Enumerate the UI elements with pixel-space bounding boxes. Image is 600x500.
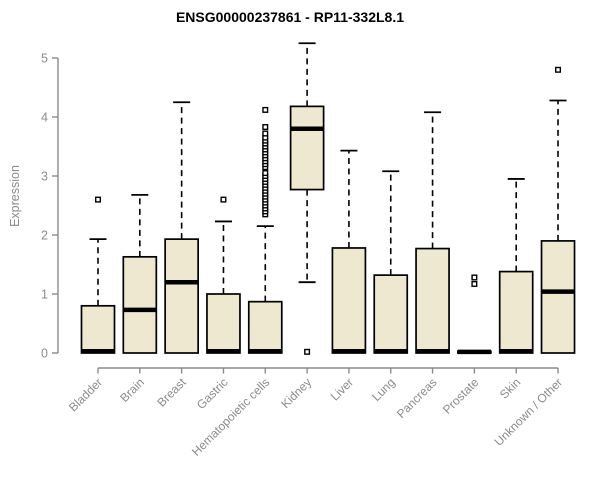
boxplot-kidney (289, 42, 325, 355)
boxplot-gastric (206, 196, 241, 354)
box (206, 293, 241, 354)
box (373, 274, 409, 354)
y-tick-label: 0 (41, 346, 48, 360)
x-tick-label: Kidney (278, 375, 314, 411)
x-tick-label: Pancreas (394, 375, 440, 421)
boxplot-skin (498, 178, 534, 354)
box (80, 304, 116, 354)
y-tick-label: 4 (41, 110, 48, 124)
outlier-point (471, 274, 478, 281)
x-tick-label: Liver (328, 375, 356, 403)
box (498, 270, 534, 354)
outlier-point (471, 280, 478, 287)
x-tick-label: Hematopoietic cells (189, 375, 272, 458)
x-tick-label: Prostate (440, 375, 482, 417)
boxplot-breast (164, 101, 199, 354)
box (540, 240, 576, 354)
boxplot-liver (331, 149, 367, 354)
x-tick-label: Gastric (194, 375, 231, 412)
x-tick-label: Skin (497, 375, 523, 401)
outlier-point (262, 130, 269, 137)
box (247, 300, 283, 354)
x-tick-label: Breast (154, 375, 189, 410)
y-tick-label: 5 (41, 51, 48, 65)
y-tick-label: 2 (41, 228, 48, 242)
box (289, 105, 325, 191)
boxplot-hematopoietic-cells (247, 106, 283, 354)
box (415, 247, 450, 354)
outlier-point (220, 196, 227, 203)
outlier-point (262, 170, 269, 177)
outlier-point (262, 106, 269, 113)
outlier-point (94, 196, 101, 203)
boxplot-unknown-other (540, 66, 576, 354)
boxplot-lung (373, 170, 409, 354)
box (122, 255, 158, 354)
x-tick-label: Lung (369, 375, 398, 404)
box (331, 247, 367, 354)
box (164, 238, 199, 354)
boxplot-pancreas (415, 111, 450, 354)
chart-title: ENSG00000237861 - RP11-332L8.1 (176, 9, 404, 25)
y-axis-label: Expression (8, 165, 22, 227)
outlier-point (304, 348, 311, 355)
x-tick-label: Bladder (66, 375, 105, 414)
outlier-point (555, 66, 562, 73)
y-tick-label: 1 (41, 287, 48, 301)
boxplot-bladder (80, 196, 116, 354)
x-tick-label: Brain (117, 375, 147, 405)
boxplots (80, 42, 576, 355)
y-tick-label: 3 (41, 169, 48, 183)
boxplot-brain (122, 193, 158, 354)
outlier-point (262, 124, 269, 131)
boxplot-prostate (457, 274, 492, 355)
